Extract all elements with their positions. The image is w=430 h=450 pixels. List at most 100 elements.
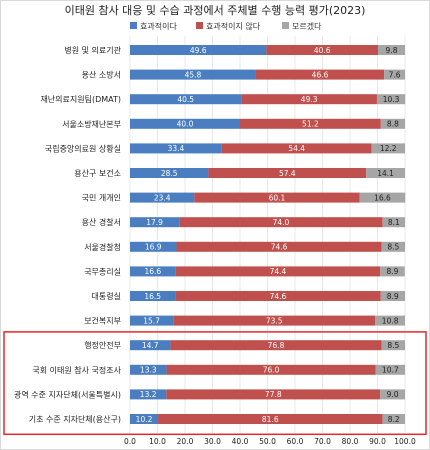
data-label: 57.4 — [279, 169, 296, 178]
data-label: 13.3 — [140, 366, 157, 375]
data-label: 74.4 — [270, 267, 287, 276]
data-label: 9.0 — [387, 390, 399, 399]
x-axis-ticks: 0.0 10.0 20.0 30.0 40.0 50.0 60.0 70.0 80.0 90.0 1… — [124, 437, 416, 446]
x-tick-label: 80.0 — [342, 437, 359, 446]
bar-segment — [366, 168, 405, 178]
bar-segment — [240, 118, 381, 129]
data-label: 10.2 — [136, 415, 153, 424]
category-label: 국립중앙의료원 상황실 — [45, 143, 121, 153]
category-label: 기초 수준 지자단체(용산구) — [29, 414, 121, 424]
bar-segment — [359, 192, 406, 203]
category-label: 병원 및 의료기관 — [64, 45, 121, 55]
data-label: 7.6 — [389, 70, 401, 79]
bar-segment — [376, 94, 406, 105]
data-label: 8.9 — [387, 267, 399, 276]
data-label: 12.2 — [380, 144, 397, 153]
bar-segment — [158, 414, 383, 424]
x-tick-label: 10.0 — [149, 437, 166, 446]
x-tick-label: 20.0 — [177, 437, 194, 446]
bars: 49.6 40.6 9.8 45.8 46.6 7.6 40.5 49.3 10.3 40.0 51… — [130, 45, 406, 424]
bar-segment — [130, 364, 167, 375]
category-label: 국민 개개인 — [82, 193, 121, 203]
bar-segment — [130, 168, 209, 178]
bar-segment — [378, 45, 405, 55]
bar-segment — [375, 364, 405, 375]
category-label: 서울경찰청 — [84, 242, 121, 252]
category-label: 서울소방재난본부 — [62, 119, 121, 129]
data-label: 14.1 — [377, 169, 394, 178]
bar-segment — [130, 266, 176, 277]
data-label: 51.2 — [302, 120, 319, 129]
category-label: 국회 이태원 참사 국정조사 — [32, 365, 121, 375]
category-label: 용산 소방서 — [82, 70, 121, 80]
data-label: 16.6 — [144, 267, 161, 276]
legend-label: 효과적이지 않다 — [206, 21, 261, 31]
data-label: 74.6 — [271, 243, 288, 252]
x-tick-label: 0.0 — [124, 437, 136, 446]
data-label: 77.8 — [265, 390, 282, 399]
data-label: 14.7 — [142, 341, 159, 350]
bar-segment — [375, 315, 405, 326]
data-label: 8.8 — [387, 120, 399, 129]
highlight-box — [3, 331, 427, 436]
legend-label: 모르겠다 — [292, 21, 322, 31]
data-label: 8.2 — [388, 415, 400, 424]
category-label: 용산 경찰서 — [82, 217, 121, 227]
data-label: 8.1 — [388, 218, 400, 227]
data-label: 8.9 — [387, 292, 399, 301]
data-label: 76.0 — [263, 366, 280, 375]
data-label: 60.1 — [269, 193, 286, 202]
bar-segment — [130, 241, 177, 252]
category-label: 용산구 보건소 — [74, 168, 121, 178]
data-label: 16.5 — [144, 292, 161, 301]
data-label: 40.6 — [314, 46, 331, 55]
bar-segment — [166, 364, 376, 375]
bar-segment — [175, 291, 381, 301]
data-label: 16.9 — [145, 243, 162, 252]
bar-segment — [380, 291, 405, 301]
x-tick-label: 70.0 — [314, 437, 331, 446]
category-label: 국무총리실 — [84, 266, 121, 276]
data-label: 46.6 — [312, 70, 329, 79]
x-tick-label: 40.0 — [232, 437, 249, 446]
bar-segment — [176, 241, 382, 252]
bar-segment — [175, 266, 381, 277]
data-label: 73.5 — [266, 316, 283, 325]
data-label: 13.2 — [140, 390, 157, 399]
data-label: 8.5 — [387, 243, 399, 252]
bar-segment — [381, 340, 405, 351]
bar-segment — [130, 192, 195, 203]
category-label: 광역 수준 지자단체(서울특별시) — [14, 389, 121, 399]
bar-segment — [170, 340, 382, 351]
x-tick-label: 50.0 — [259, 437, 276, 446]
bar-segment — [241, 94, 377, 105]
category-label: 재난의료지원팀(DMAT) — [40, 94, 121, 104]
data-label: 9.8 — [386, 46, 398, 55]
bar-segment — [382, 414, 405, 424]
bar-segment — [382, 217, 405, 228]
x-tick-label: 100.0 — [394, 437, 416, 446]
bar-segment — [130, 94, 242, 105]
x-tick-label: 30.0 — [204, 437, 221, 446]
legend-swatch — [196, 22, 203, 29]
legend-swatch — [130, 22, 137, 29]
bar-segment — [179, 217, 383, 228]
data-label: 45.8 — [185, 70, 202, 79]
bar-segment — [208, 168, 367, 178]
bar-segment — [166, 389, 381, 400]
data-label: 49.6 — [190, 46, 207, 55]
bar-segment — [371, 143, 405, 154]
data-label: 16.6 — [374, 193, 391, 202]
bar-segment — [130, 118, 240, 129]
data-label: 8.5 — [387, 341, 399, 350]
data-label: 28.5 — [161, 169, 178, 178]
bar-segment — [130, 69, 256, 80]
data-label: 10.8 — [382, 316, 399, 325]
bar-segment — [130, 291, 176, 301]
data-label: 76.8 — [268, 341, 285, 350]
data-label: 74.0 — [273, 218, 290, 227]
x-tick-label: 60.0 — [287, 437, 304, 446]
bar-segment — [130, 217, 180, 228]
